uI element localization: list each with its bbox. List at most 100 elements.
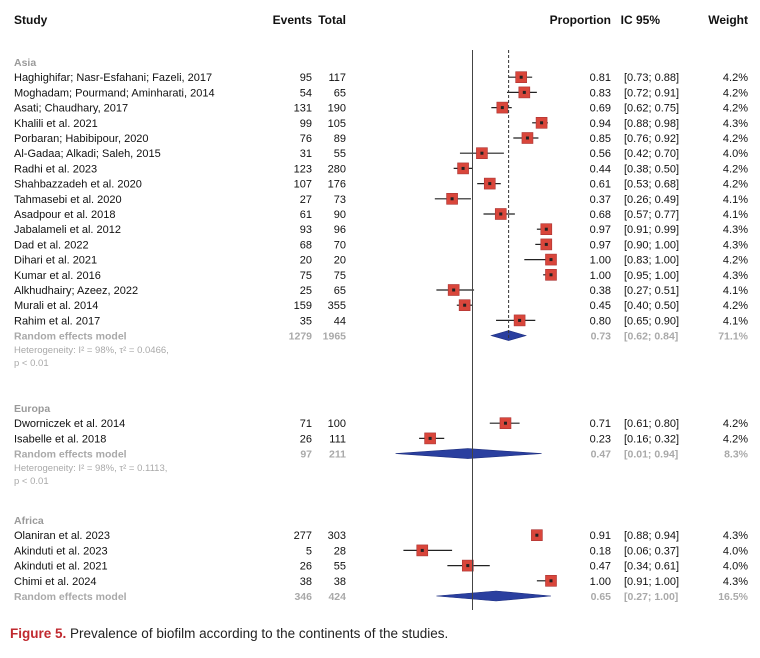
point-marker xyxy=(544,242,548,246)
summary-diamond xyxy=(436,590,552,602)
study-total: 55 xyxy=(334,561,346,573)
study-name: Kumar et al. 2016 xyxy=(14,270,101,282)
study-weight: 4.2% xyxy=(723,87,748,99)
figure-caption: Figure 5. Prevalence of biofilm accordin… xyxy=(10,626,448,641)
study-proportion: 0.71 xyxy=(590,418,611,430)
study-weight: 4.3% xyxy=(723,270,748,282)
study-events: 76 xyxy=(300,133,312,145)
study-weight: 4.2% xyxy=(723,300,748,312)
study-total: 117 xyxy=(328,72,346,84)
study-total: 70 xyxy=(334,239,346,251)
point-marker xyxy=(452,288,456,292)
point-marker xyxy=(488,182,492,186)
study-weight: 4.2% xyxy=(723,133,748,145)
study-events: 27 xyxy=(300,194,312,206)
study-total: 303 xyxy=(328,530,346,542)
study-name: Akinduti et al. 2023 xyxy=(14,545,108,557)
study-weight: 4.3% xyxy=(723,576,748,588)
study-events: 35 xyxy=(300,315,312,327)
study-ci: [0.72; 0.91] xyxy=(624,87,679,99)
caption-label: Figure 5. xyxy=(10,626,67,641)
study-ci: [0.95; 1.00] xyxy=(624,270,679,282)
study-proportion: 0.97 xyxy=(590,239,611,251)
summary-total: 211 xyxy=(329,449,346,461)
study-events: 61 xyxy=(300,209,312,221)
study-proportion: 0.97 xyxy=(590,224,611,236)
point-marker xyxy=(525,136,529,140)
study-weight: 4.0% xyxy=(723,545,748,557)
point-marker xyxy=(549,579,553,583)
summary-events: 97 xyxy=(300,449,312,461)
summary-proportion: 0.47 xyxy=(591,449,612,461)
study-ci: [0.53; 0.68] xyxy=(624,179,679,191)
study-total: 65 xyxy=(334,87,346,99)
study-events: 159 xyxy=(294,300,312,312)
study-weight: 4.1% xyxy=(723,194,748,206)
header-total: Total xyxy=(318,13,346,27)
heterogeneity-text: p < 0.01 xyxy=(14,476,49,487)
point-marker xyxy=(535,533,539,537)
study-total: 89 xyxy=(334,133,346,145)
study-weight: 4.0% xyxy=(723,561,748,573)
header-events: Events xyxy=(273,13,313,27)
study-proportion: 0.85 xyxy=(590,133,611,145)
study-total: 73 xyxy=(334,194,346,206)
point-marker xyxy=(549,273,553,277)
summary-total: 424 xyxy=(328,591,346,603)
study-events: 71 xyxy=(300,418,312,430)
summary-ci: [0.62; 0.84] xyxy=(624,331,678,343)
study-name: Tahmasebi et al. 2020 xyxy=(14,194,122,206)
study-total: 96 xyxy=(334,224,346,236)
study-name: Dihari et al. 2021 xyxy=(14,255,97,267)
study-events: 95 xyxy=(300,72,312,84)
point-marker xyxy=(480,151,484,155)
study-weight: 4.2% xyxy=(723,163,748,175)
study-name: Olaniran et al. 2023 xyxy=(14,530,110,542)
study-ci: [0.38; 0.50] xyxy=(624,163,679,175)
study-proportion: 0.91 xyxy=(590,530,611,542)
study-weight: 4.2% xyxy=(723,433,748,445)
summary-diamond xyxy=(395,448,542,459)
summary-weight: 71.1% xyxy=(718,331,748,343)
study-total: 190 xyxy=(328,103,346,115)
study-ci: [0.83; 1.00] xyxy=(624,255,679,267)
study-name: Asadpour et al. 2018 xyxy=(14,209,116,221)
study-total: 105 xyxy=(328,118,346,130)
point-marker xyxy=(503,421,507,425)
summary-ci: [0.27; 1.00] xyxy=(624,591,678,603)
study-proportion: 0.81 xyxy=(590,72,611,84)
heterogeneity-text: Heterogeneity: I² = 98%, τ² = 0.0466, xyxy=(14,345,169,356)
study-name: Murali et al. 2014 xyxy=(14,300,98,312)
summary-events: 1279 xyxy=(289,331,313,343)
study-ci: [0.34; 0.61] xyxy=(624,561,679,573)
study-proportion: 0.44 xyxy=(590,163,611,175)
study-ci: [0.06; 0.37] xyxy=(624,545,679,557)
study-total: 38 xyxy=(334,576,346,588)
study-weight: 4.2% xyxy=(723,103,748,115)
point-marker xyxy=(518,318,522,322)
study-proportion: 0.45 xyxy=(590,300,611,312)
study-events: 26 xyxy=(300,433,312,445)
point-marker xyxy=(549,258,553,262)
header-proportion: Proportion xyxy=(550,13,611,27)
study-weight: 4.3% xyxy=(723,239,748,251)
study-ci: [0.27; 0.51] xyxy=(624,285,679,297)
study-total: 176 xyxy=(328,179,346,191)
summary-ci: [0.01; 0.94] xyxy=(624,449,678,461)
study-events: 277 xyxy=(294,530,312,542)
study-events: 99 xyxy=(300,118,312,130)
study-proportion: 0.23 xyxy=(590,433,611,445)
summary-label: Random effects model xyxy=(14,591,127,603)
study-name: Haghighifar; Nasr-Esfahani; Fazeli, 2017 xyxy=(14,72,212,84)
study-weight: 4.1% xyxy=(723,315,748,327)
study-events: 38 xyxy=(300,576,312,588)
header-ci: IC 95% xyxy=(621,13,661,27)
study-total: 55 xyxy=(334,148,346,160)
study-events: 107 xyxy=(294,179,312,191)
study-weight: 4.3% xyxy=(723,224,748,236)
study-proportion: 1.00 xyxy=(590,270,611,282)
study-weight: 4.1% xyxy=(723,209,748,221)
study-events: 54 xyxy=(300,87,312,99)
study-proportion: 0.69 xyxy=(590,103,611,115)
study-name: Chimi et al. 2024 xyxy=(14,576,97,588)
